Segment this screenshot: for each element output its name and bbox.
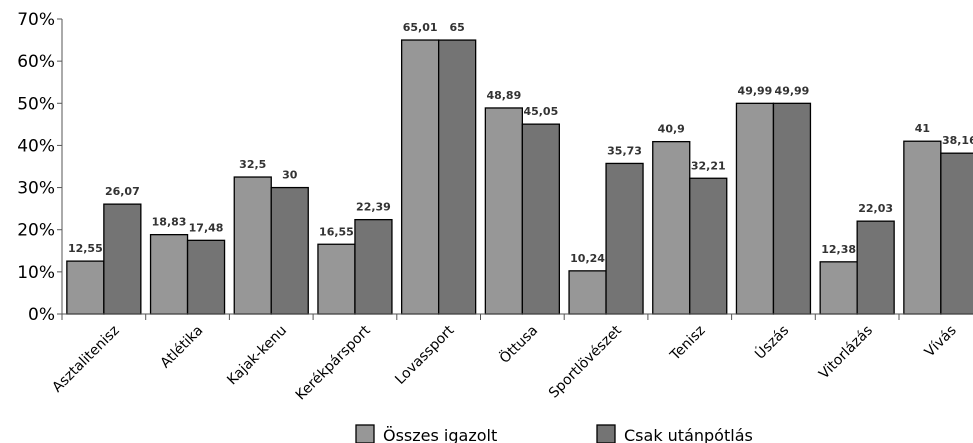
- y-tick-label: 0%: [28, 305, 55, 325]
- legend-swatch: [596, 424, 616, 443]
- data-label: 16,55: [319, 225, 354, 238]
- legend-swatch: [355, 424, 375, 443]
- y-tick-label: 10%: [17, 263, 55, 283]
- x-tick-label: Sportlövészet: [546, 322, 625, 401]
- x-tick-label: Öttusa: [495, 321, 541, 367]
- data-label: 49,99: [775, 84, 810, 97]
- data-label: 48,89: [486, 89, 521, 102]
- x-tick-label: Úszás: [751, 321, 793, 363]
- data-label: 49,99: [738, 84, 773, 97]
- data-label: 38,16: [942, 134, 973, 147]
- legend: Összes igazolt Csak utánpótlás: [355, 424, 753, 443]
- bar: [568, 270, 607, 315]
- x-tick-label: Lovassport: [392, 322, 458, 388]
- x-tick-label: Tenisz: [667, 323, 709, 365]
- data-label: 22,03: [858, 202, 893, 215]
- x-tick-label: Kerékpársport: [293, 322, 374, 403]
- bar: [903, 140, 942, 315]
- data-label: 12,38: [821, 243, 856, 256]
- y-tick-label: 60%: [17, 52, 55, 72]
- bar: [186, 239, 226, 315]
- bar: [354, 218, 393, 315]
- data-label: 26,07: [105, 185, 140, 198]
- x-tick-label: Vitorlázás: [816, 323, 876, 383]
- bar: [772, 102, 812, 315]
- x-tick-label: Atlétika: [157, 323, 206, 372]
- data-label: 35,73: [607, 144, 642, 157]
- y-tick-label: 20%: [17, 221, 55, 241]
- bar: [66, 260, 105, 315]
- bar: [233, 176, 272, 315]
- bar: [400, 39, 440, 315]
- data-label: 30: [282, 169, 298, 182]
- y-tick-label: 30%: [17, 179, 55, 199]
- x-axis: Asztalitenisz Atlétika Kajak-kenu Kerékpárs…: [49, 313, 973, 403]
- y-tick-label: 70%: [17, 10, 55, 30]
- bar: [689, 177, 728, 315]
- x-tick-label: Asztalitenisz: [49, 323, 122, 396]
- data-label: 32,21: [691, 159, 726, 172]
- bar: [735, 102, 775, 315]
- data-label: 45,05: [523, 105, 558, 118]
- bar: [819, 261, 858, 315]
- data-label: 17,48: [189, 221, 224, 234]
- data-label: 18,83: [152, 216, 187, 229]
- x-tick-label: Vívás: [922, 323, 960, 361]
- bar: [856, 220, 895, 315]
- data-label: 32,5: [239, 158, 266, 171]
- bar: [652, 140, 691, 315]
- legend-label: Csak utánpótlás: [624, 426, 753, 443]
- bar: [103, 203, 142, 315]
- y-axis: 0% 10% 20% 30% 40% 50% 60% 70%: [17, 10, 63, 325]
- y-tick-label: 50%: [17, 94, 55, 114]
- bar: [149, 233, 189, 315]
- data-label: 65: [449, 21, 464, 34]
- data-label: 65,01: [403, 21, 438, 34]
- bar: [317, 243, 356, 315]
- data-label: 12,55: [68, 242, 103, 255]
- data-label: 40,9: [658, 123, 685, 136]
- x-tick-label: Kajak-kenu: [224, 323, 290, 389]
- bar: [437, 39, 477, 315]
- bar: [484, 107, 524, 315]
- bar: [605, 162, 644, 315]
- y-tick-label: 40%: [17, 136, 55, 156]
- bar: [521, 123, 560, 315]
- legend-label: Összes igazolt: [383, 426, 497, 443]
- data-label: 10,24: [570, 252, 605, 265]
- bar: [940, 152, 973, 315]
- data-label: 41: [915, 122, 930, 135]
- data-label: 22,39: [356, 201, 391, 214]
- bar: [270, 186, 309, 315]
